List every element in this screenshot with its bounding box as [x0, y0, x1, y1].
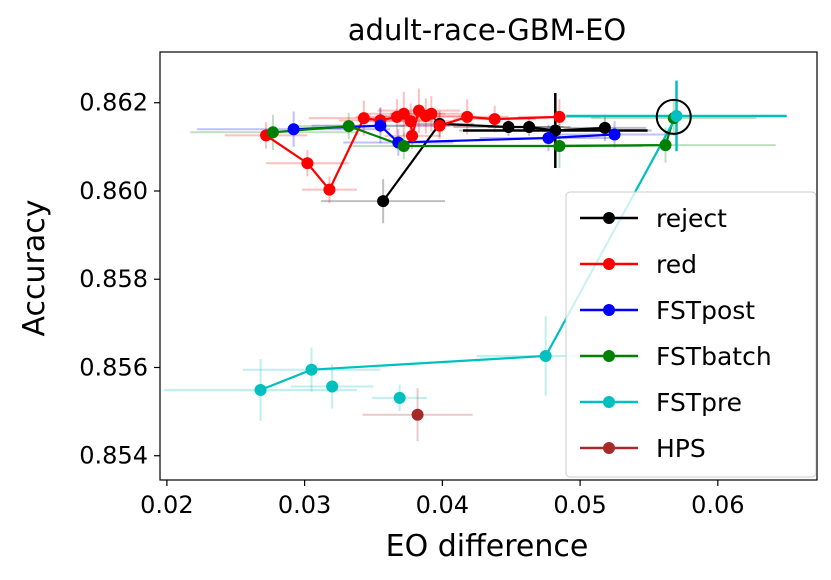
fstbatch-point: [266, 126, 279, 139]
x-ticks: 0.02 0.03 0.04 0.05 0.06: [140, 480, 745, 519]
reject-point: [502, 121, 515, 134]
legend-swatch-marker: [603, 304, 615, 316]
hps-point: [411, 408, 424, 421]
legend-swatch-marker: [603, 350, 615, 362]
y-tick-label: 0.856: [79, 353, 148, 381]
fstpre-point: [305, 363, 318, 376]
red-point: [488, 113, 501, 126]
red-point: [461, 110, 474, 123]
fstbatch-point: [659, 139, 672, 152]
x-tick-label: 0.06: [691, 491, 744, 519]
fstbatch-point: [342, 120, 355, 133]
fstpost-point: [287, 123, 300, 136]
fstpost-point: [374, 119, 387, 132]
red-line: [265, 108, 560, 192]
y-tick-label: 0.858: [79, 265, 148, 293]
legend-swatch-marker: [603, 258, 615, 270]
y-axis-label: Accuracy: [17, 200, 52, 337]
legend-swatch-marker: [603, 396, 615, 408]
fstpost-point: [608, 128, 621, 141]
plot-frame: [159, 51, 818, 481]
red-point: [425, 107, 438, 120]
plot-area: 0.02 0.03 0.04 0.05 0.06 0.854 0.856 0.858 0.86…: [79, 51, 818, 519]
x-tick-label: 0.02: [140, 491, 193, 519]
y-tick-label: 0.862: [79, 89, 148, 117]
highlight-circle: [655, 98, 692, 135]
fstpre-point: [670, 109, 683, 122]
legend-swatch-marker: [603, 442, 615, 454]
fstbatch-point: [553, 139, 566, 152]
x-axis-label: EO difference: [386, 529, 589, 564]
red-point: [323, 183, 336, 196]
y-ticks: 0.854 0.856 0.858 0.860 0.862: [79, 89, 160, 470]
reject-line: [382, 122, 605, 202]
red-point: [357, 112, 370, 125]
fstpre-point: [326, 380, 339, 393]
fstpre-point: [254, 383, 267, 396]
legend-label: FSTbatch: [656, 342, 772, 371]
fstbatch-point: [397, 139, 410, 152]
annotations: [655, 98, 692, 135]
reject-point: [377, 195, 390, 208]
legend-label: reject: [656, 204, 727, 233]
red-point: [301, 157, 314, 170]
legend-swatch-marker: [603, 212, 615, 224]
red-point: [406, 129, 419, 142]
legend-label: red: [656, 250, 697, 279]
reject-point: [598, 121, 611, 134]
legend-label: FSTpost: [656, 296, 755, 325]
fstpre-point: [539, 350, 552, 363]
legend: reject red FSTpost FSTbatch FSTpre HPS: [565, 191, 817, 478]
x-tick-label: 0.03: [278, 491, 331, 519]
data-points: [254, 104, 683, 421]
y-tick-label: 0.860: [79, 177, 148, 205]
fstpre-point: [393, 391, 406, 404]
reject-point: [523, 121, 536, 134]
x-tick-label: 0.05: [553, 491, 606, 519]
x-tick-label: 0.04: [416, 491, 469, 519]
chart-title: adult-race-GBM-EO: [348, 13, 626, 47]
fstpost-point: [542, 132, 555, 145]
red-point: [553, 110, 566, 123]
legend-label: FSTpre: [656, 388, 742, 417]
red-point: [404, 115, 417, 128]
y-tick-label: 0.854: [79, 442, 148, 470]
red-point: [433, 119, 446, 132]
legend-label: HPS: [656, 434, 706, 463]
